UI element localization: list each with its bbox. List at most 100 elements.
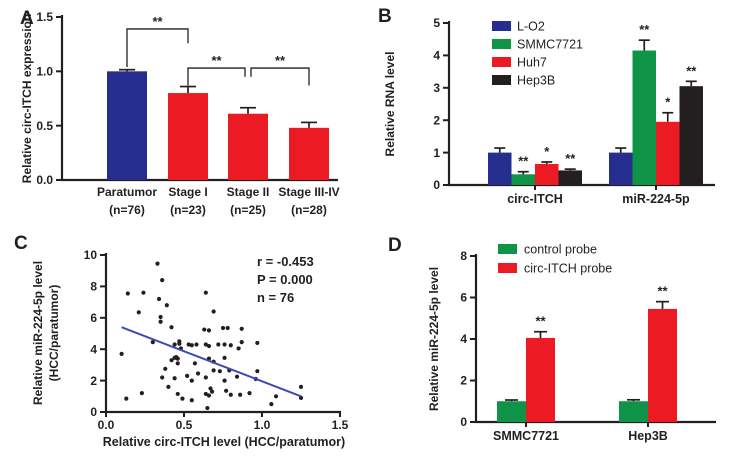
bar [609, 152, 633, 185]
scatter-point [206, 393, 212, 398]
scatter-point [175, 356, 180, 361]
scatter-point [216, 342, 221, 347]
category-label: SMMC7721 [493, 429, 559, 443]
significance-label: ** [152, 14, 163, 29]
y-tick-label: 0.0 [36, 173, 53, 187]
correlation-p-value: P = 0.000 [257, 272, 313, 287]
scatter-point [255, 340, 260, 346]
y-tick-label: 3 [433, 81, 440, 95]
scatter-point [166, 384, 171, 389]
scatter-point [298, 384, 304, 389]
y-tick-label: 0 [460, 415, 467, 429]
significance-bracket [126, 28, 189, 67]
scatter-point [160, 278, 165, 283]
significance-label: ** [565, 151, 576, 166]
scatter-point [255, 369, 260, 374]
significance-label: ** [657, 284, 668, 299]
significance-label: * [544, 144, 550, 159]
scatter-point [192, 361, 198, 366]
panel-a-y-axis-title: Relative circ-ITCH expression [20, 13, 34, 184]
legend-swatch [492, 21, 511, 31]
panel-a-chart: 0.0 0.5 1.0 1.5 Paratumor (n=76) Stage I (n=23)… [36, 10, 339, 217]
scatter-point [206, 343, 212, 349]
panel-c-y-axis-title-line2: (HCC/paratumor) [47, 284, 61, 382]
category-label: circ-ITCH [507, 192, 563, 206]
scatter-point [124, 396, 129, 401]
scatter-point [220, 325, 226, 331]
bar [656, 121, 680, 185]
panel-c-y-axis-title: Relative miR-224-5p level (HCC/paratumor… [30, 245, 62, 421]
legend-label: SMMC7721 [517, 38, 583, 52]
scatter-point [141, 290, 146, 295]
bar [168, 93, 208, 180]
y-tick-label: 1.5 [36, 10, 53, 24]
significance-label: ** [535, 314, 546, 329]
scatter-point [202, 327, 207, 332]
significance-label: ** [275, 53, 286, 68]
x-tick-label: 0.5 [176, 418, 193, 432]
scatter-point [222, 342, 227, 347]
scatter-point [195, 371, 201, 376]
scatter-point [125, 291, 130, 296]
panel-a: A Relative circ-ITCH expression 0.0 0.5 1.… [0, 0, 366, 233]
panel-d: D Relative miR-224-5p level 0 2 4 6 8 ** SMMC7… [366, 233, 732, 466]
significance-label: ** [639, 22, 650, 37]
panel-d-label: D [388, 235, 402, 256]
scatter-point [224, 388, 229, 393]
y-tick-label: 6 [460, 291, 467, 305]
scatter-point [180, 396, 185, 401]
scatter-point [211, 309, 216, 314]
scatter-point [177, 339, 182, 344]
y-tick-label: 0.5 [36, 119, 53, 133]
scatter-point [164, 303, 169, 308]
scatter-point [217, 369, 222, 374]
panel-d-y-axis-title: Relative miR-224-5p level [427, 266, 441, 412]
significance-bracket [250, 67, 310, 86]
y-tick-label: 8 [460, 249, 467, 263]
scatter-point [222, 378, 227, 383]
panel-b: B Relative RNA level 0 1 2 3 4 5 ** * ** circ-ITC… [366, 0, 732, 233]
correlation-n-value: n = 76 [257, 290, 295, 305]
scatter-point [203, 290, 208, 295]
scatter-point [172, 342, 177, 347]
panel-d-chart: 0 2 4 6 8 ** SMMC7721 ** Hep3B control probe circ-… [460, 243, 716, 443]
legend-swatch [498, 244, 517, 254]
scatter-point [175, 391, 180, 397]
category-label: Paratumor [97, 185, 157, 199]
scatter-point [136, 310, 141, 315]
y-tick-label: 4 [433, 49, 440, 63]
scatter-point [209, 389, 215, 394]
y-tick-label: 0 [433, 178, 440, 192]
correlation-r-value: r = -0.453 [257, 254, 314, 269]
bar [679, 86, 703, 185]
category-label: Stage II [227, 185, 270, 199]
category-sublabel: (n=28) [291, 203, 327, 217]
scatter-point [172, 376, 177, 381]
scatter-point [222, 355, 227, 360]
scatter-point [203, 391, 208, 397]
y-tick-label: 1.0 [36, 65, 53, 79]
bar [632, 50, 656, 185]
scatter-point [185, 373, 190, 378]
scatter-point [247, 391, 252, 396]
legend-label: Huh7 [517, 56, 547, 70]
legend-label: Hep3B [517, 74, 555, 88]
bar [648, 308, 677, 422]
scatter-point [225, 325, 230, 331]
x-tick-label: 1.5 [332, 418, 349, 432]
scatter-point [119, 351, 124, 357]
scatter-point [189, 378, 194, 383]
scatter-point [238, 392, 243, 397]
legend-swatch [492, 39, 511, 49]
bar [619, 401, 648, 422]
legend-swatch [498, 263, 517, 273]
scatter-point [205, 405, 210, 411]
axes-line [474, 254, 716, 424]
scatter-point [234, 374, 240, 379]
category-sublabel: (n=76) [109, 203, 145, 217]
category-sublabel: (n=25) [230, 203, 266, 217]
legend-label: control probe [524, 243, 597, 257]
y-tick-label: 1 [433, 146, 440, 160]
x-tick-label: 1.0 [254, 418, 271, 432]
